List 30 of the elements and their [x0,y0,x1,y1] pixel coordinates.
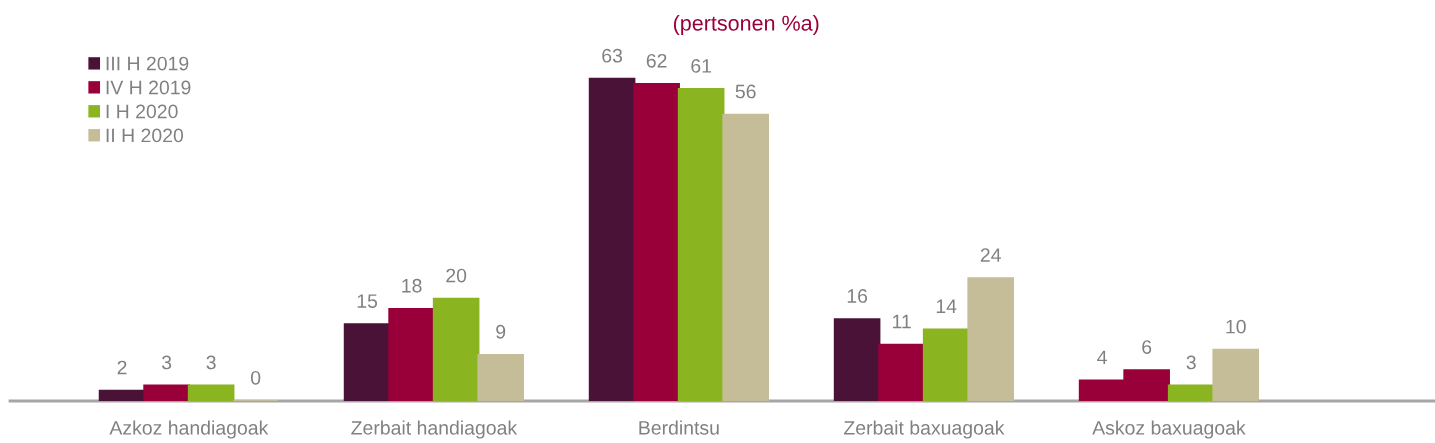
data-label: 6 [1142,340,1152,354]
data-label: 56 [735,84,756,99]
data-label: 2 [117,360,127,375]
data-label: 63 [602,48,623,63]
legend-label: I H 2020 [106,104,178,119]
data-label: 3 [161,355,172,370]
data-label: 62 [646,53,667,68]
x-tick-label: Askoz baxuagoak [1092,420,1246,439]
data-label: 15 [357,294,378,308]
x-tick-label: Zerbait baxuagoak [843,420,1005,439]
data-label: 24 [980,248,1001,262]
chart-title: (pertsonen %a) [673,14,819,36]
data-label: 3 [1186,355,1196,370]
data-label: 4 [1097,350,1107,365]
data-label: 61 [691,59,712,73]
x-tick-label: Azkoz handiagoak [109,420,269,439]
data-label: 18 [402,278,422,293]
data-label: 11 [893,314,911,329]
legend-label: III H 2019 [106,56,189,71]
data-label: 10 [1226,319,1246,334]
data-label: 14 [936,299,957,313]
legend-label: IV H 2019 [106,80,191,95]
data-label: 0 [251,370,261,385]
data-label: 9 [496,324,506,339]
legend-label: II H 2020 [106,128,184,143]
data-label: 16 [847,289,868,303]
x-tick-label: Berdintsu [639,420,719,435]
x-tick-label: Zerbait handiagoak [351,420,518,439]
data-label: 3 [206,355,216,370]
data-label: 20 [446,268,467,283]
